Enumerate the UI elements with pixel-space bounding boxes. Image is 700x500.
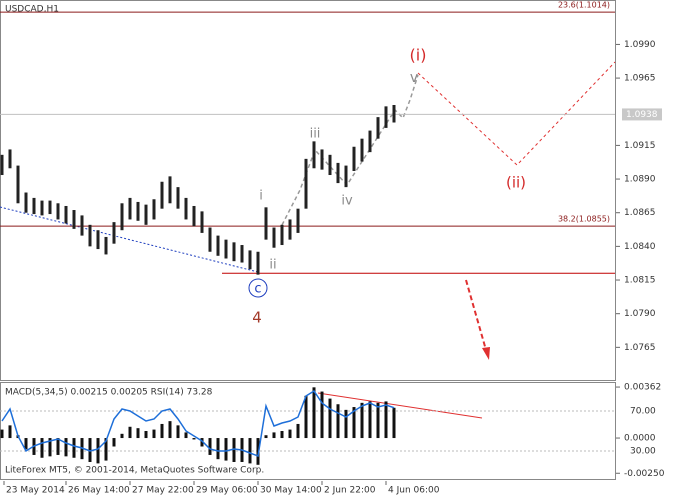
macd-bar	[48, 438, 52, 457]
macd-bar	[120, 433, 124, 439]
y-tick-label: 1.0915	[624, 141, 656, 151]
x-tick-label: 29 May 06:00	[196, 486, 258, 496]
macd-bar	[384, 401, 388, 439]
macd-bar	[304, 395, 308, 439]
copyright: LiteForex MT5, © 2001-2014, MetaQuotes S…	[5, 466, 264, 476]
symbol: USDCAD,H1	[5, 5, 59, 15]
macd-bar	[272, 432, 276, 439]
price-panel	[0, 0, 616, 381]
macd-bar	[232, 438, 236, 462]
macd-tick-label: 0.0000	[624, 434, 656, 444]
rsi-tick-label: 30.00	[630, 447, 656, 457]
macd-bar	[168, 421, 172, 439]
macd-bar	[360, 402, 364, 439]
y-tick-label: 1.0815	[624, 276, 656, 286]
x-tick-label: 4 Jun 06:00	[388, 486, 440, 496]
macd-bar	[192, 438, 196, 440]
y-tick-label: 1.0765	[624, 343, 656, 353]
macd-bar	[8, 425, 12, 439]
y-tick-label: 1.0840	[624, 242, 656, 252]
y-tick-label: 1.0890	[624, 175, 656, 185]
macd-bar	[88, 438, 92, 462]
macd-tick-label: 0.00362	[624, 383, 661, 393]
indicator-label: MACD(5,34,5) 0.00215 0.00205 RSI(14) 73.…	[5, 388, 213, 398]
rsi-line	[1, 389, 395, 458]
x-tick-label: 26 May 14:00	[68, 486, 130, 496]
macd-bar	[96, 438, 100, 464]
macd-bar	[248, 438, 252, 464]
wave-label: (i)	[410, 46, 427, 65]
wave-circle	[248, 278, 268, 298]
wave-label: ii	[269, 258, 276, 273]
macd-bar	[152, 429, 156, 439]
macd-bar	[352, 407, 356, 439]
macd-bar	[224, 438, 228, 461]
macd-bar	[128, 426, 132, 439]
macd-bar	[24, 438, 28, 450]
rsi-tick-label: 70.00	[630, 407, 656, 417]
x-tick-label: 30 May 14:00	[260, 486, 322, 496]
divergence-line	[317, 392, 483, 419]
macd-bar	[344, 409, 348, 439]
trend-line	[0, 206, 259, 273]
x-tick-label: 27 May 22:00	[132, 486, 194, 496]
macd-bar	[312, 387, 316, 439]
macd-bar	[216, 438, 220, 460]
macd-bar	[0, 429, 4, 439]
macd-bar	[208, 438, 212, 455]
macd-bar	[144, 431, 148, 439]
macd-bar	[328, 398, 332, 439]
wave-label: iv	[341, 194, 353, 209]
y-tick-label: 1.0865	[624, 208, 656, 218]
macd-bar	[280, 431, 284, 439]
macd-bar	[184, 432, 188, 439]
macd-bar	[296, 423, 300, 439]
wave-path	[281, 74, 419, 226]
macd-bar	[376, 402, 380, 439]
arrow-head	[482, 347, 490, 360]
macd-bar	[176, 425, 180, 439]
wave-label: 4	[252, 309, 262, 327]
macd-bar	[392, 407, 396, 439]
x-tick-label: 2 Jun 22:00	[324, 486, 376, 496]
wave-label: (ii)	[506, 174, 526, 192]
macd-bar	[112, 438, 116, 447]
price-tag-label: 1.0938	[626, 110, 658, 120]
macd-bar	[72, 438, 76, 458]
macd-bar	[40, 438, 44, 458]
macd-bar	[368, 401, 372, 439]
wave-label: c	[254, 282, 261, 297]
macd-bar	[288, 429, 292, 439]
macd-bar	[200, 438, 204, 447]
macd-bar	[264, 435, 268, 439]
price-tag	[622, 108, 662, 121]
macd-bar	[320, 391, 324, 439]
macd-bar	[56, 438, 60, 455]
y-tick-label: 1.0990	[624, 40, 656, 50]
x-tick-label: 23 May 2014	[6, 486, 65, 496]
wave-label: i	[259, 189, 263, 204]
macd-bar	[136, 428, 140, 439]
projection	[417, 61, 616, 166]
macd-tick-label: -0.00250	[624, 469, 665, 479]
level-label: 38.2(1.0855)	[558, 215, 610, 224]
wave-label: iii	[310, 127, 321, 142]
macd-bar	[104, 438, 108, 461]
macd-bar	[336, 404, 340, 439]
arrow	[465, 279, 487, 351]
wave-label: v	[410, 70, 418, 86]
y-tick-label: 1.0790	[624, 309, 656, 319]
level-label: 23.6(1.1014)	[558, 1, 610, 10]
macd-bar	[64, 438, 68, 457]
indicator-panel	[0, 382, 616, 480]
y-tick-label: 1.0965	[624, 74, 656, 84]
macd-bar	[160, 423, 164, 439]
